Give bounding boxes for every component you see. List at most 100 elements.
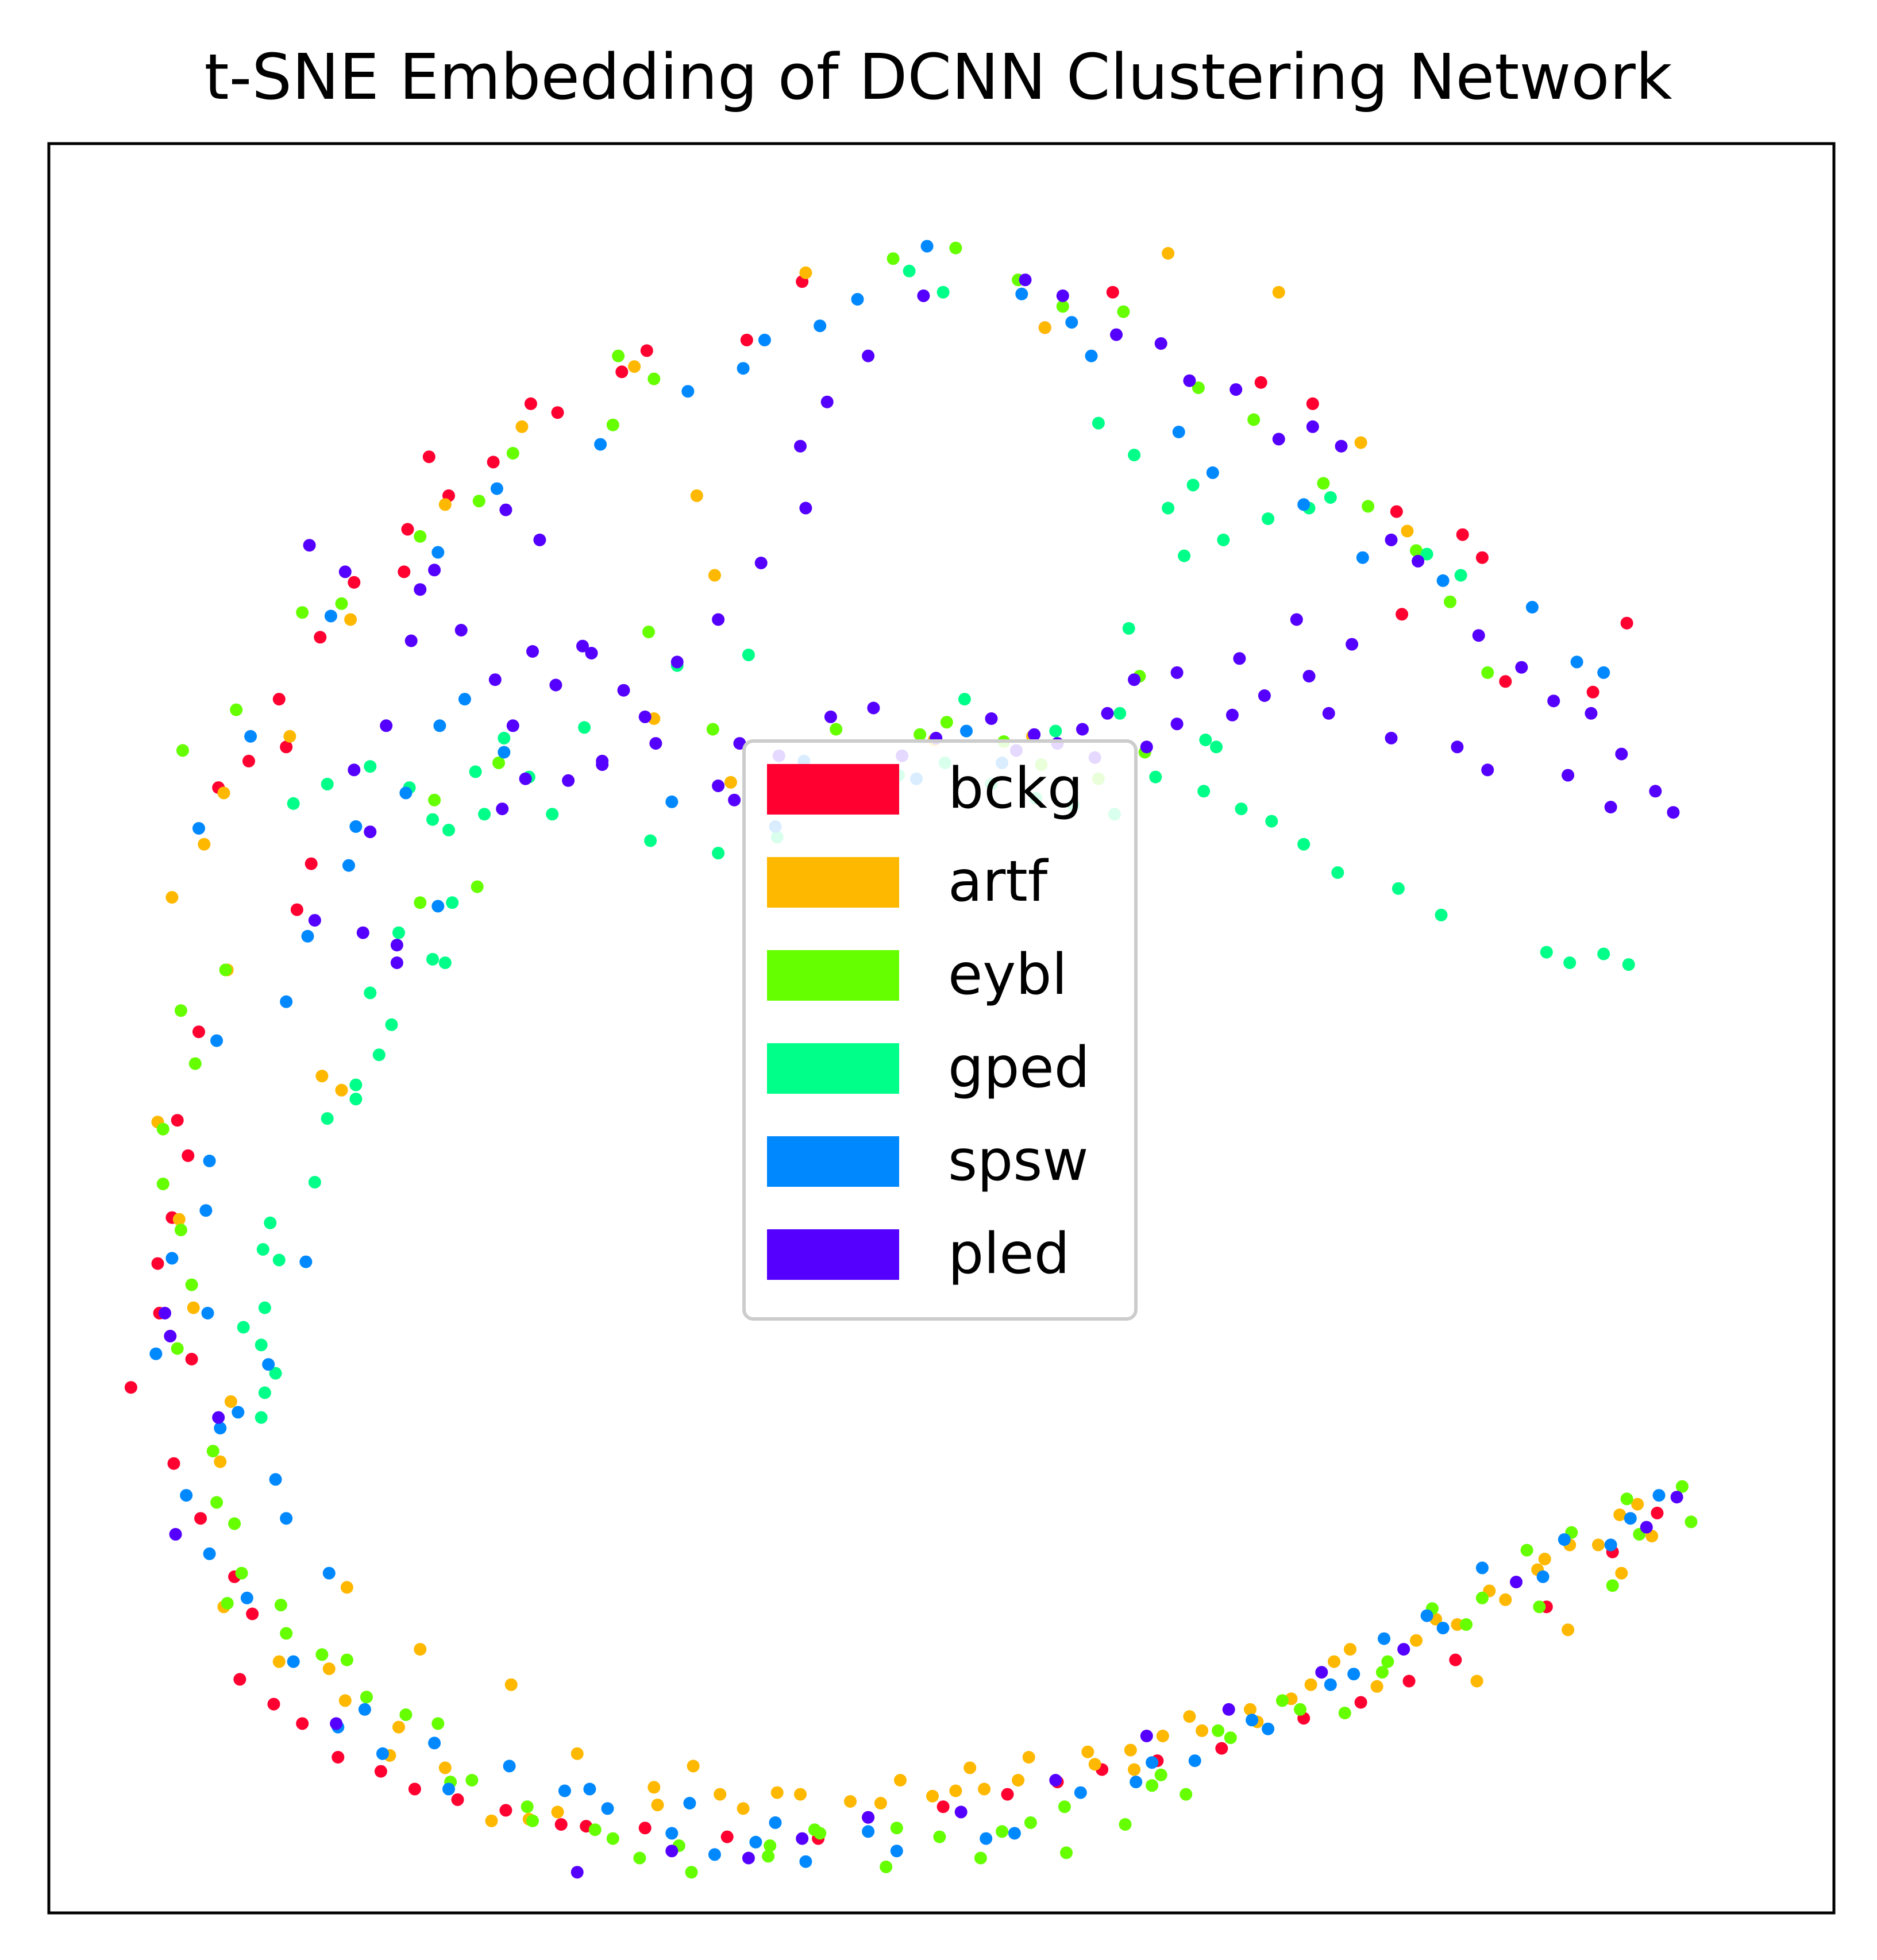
point-eybl-41 <box>174 1224 187 1237</box>
point-pled-8 <box>562 774 575 787</box>
point-pled-11 <box>617 684 630 697</box>
point-spsw-73 <box>1074 1786 1087 1799</box>
point-bckg-10 <box>740 333 753 346</box>
point-bckg-2 <box>272 693 286 706</box>
point-pled-19 <box>794 439 807 453</box>
point-artf-63 <box>485 1814 498 1827</box>
point-artf-19 <box>198 838 211 851</box>
point-spsw-3 <box>431 546 445 559</box>
point-gped-34 <box>1197 785 1211 798</box>
point-gped-45 <box>1122 622 1135 635</box>
point-artf-10 <box>1354 436 1367 449</box>
point-spsw-14 <box>1085 349 1098 362</box>
point-pled-25 <box>1110 328 1123 341</box>
point-gped-73 <box>308 1176 321 1189</box>
point-pled-36 <box>1547 695 1560 708</box>
point-bckg-32 <box>296 1717 309 1730</box>
point-pled-89 <box>169 1527 182 1541</box>
point-artf-2 <box>344 613 357 626</box>
point-pled-95 <box>862 1811 875 1824</box>
point-artf-40 <box>1196 1724 1209 1737</box>
point-gped-47 <box>1217 533 1230 546</box>
point-gped-42 <box>1563 956 1577 969</box>
point-eybl-67 <box>1224 1731 1237 1745</box>
point-artf-58 <box>894 1774 907 1787</box>
point-eybl-22 <box>414 896 427 909</box>
point-gped-16 <box>321 778 334 790</box>
point-gped-13 <box>258 1386 271 1399</box>
legend-label-artf: artf <box>948 849 1049 915</box>
point-pled-94 <box>796 1832 809 1845</box>
point-pled-18 <box>799 501 812 515</box>
legend-label-pled: pled <box>948 1221 1070 1287</box>
point-eybl-49 <box>315 1648 329 1661</box>
point-artf-18 <box>690 489 703 502</box>
point-pled-12 <box>488 673 502 686</box>
point-artf-55 <box>1128 1763 1141 1776</box>
point-spsw-0 <box>192 822 205 835</box>
point-artf-15 <box>724 775 737 789</box>
point-bckg-16 <box>1390 505 1403 518</box>
point-eybl-13 <box>1056 300 1069 313</box>
point-spsw-74 <box>980 1832 993 1845</box>
point-eybl-79 <box>1606 1579 1619 1592</box>
point-bckg-4 <box>348 576 361 589</box>
point-eybl-45 <box>210 1496 223 1509</box>
point-spsw-22 <box>1597 666 1610 679</box>
point-pled-104 <box>1670 1491 1683 1504</box>
point-spsw-51 <box>665 1827 679 1840</box>
point-gped-0 <box>426 813 439 826</box>
point-spsw-82 <box>287 1655 300 1668</box>
point-gped-50 <box>1324 491 1337 504</box>
point-bckg-33 <box>332 1751 345 1764</box>
point-pled-73 <box>1346 638 1359 651</box>
point-pled-72 <box>404 634 418 647</box>
point-bckg-1 <box>242 754 255 767</box>
point-bckg-40 <box>638 1822 652 1835</box>
point-bckg-19 <box>1499 675 1512 688</box>
point-pled-15 <box>670 655 684 669</box>
point-eybl-26 <box>642 626 655 639</box>
point-eybl-17 <box>1317 477 1330 490</box>
point-eybl-98 <box>235 1567 248 1580</box>
point-spsw-16 <box>1206 466 1219 479</box>
point-artf-22 <box>315 1070 329 1083</box>
point-eybl-95 <box>399 1708 413 1721</box>
point-eybl-21 <box>1481 666 1494 679</box>
point-bckg-58 <box>151 1257 164 1270</box>
point-eybl-2 <box>296 606 309 619</box>
point-artf-39 <box>1124 1743 1137 1757</box>
point-eybl-86 <box>1058 1800 1071 1814</box>
point-bckg-25 <box>124 1381 137 1394</box>
point-pled-37 <box>1585 707 1598 720</box>
point-eybl-59 <box>880 1860 893 1873</box>
point-pled-66 <box>526 645 539 658</box>
point-pled-13 <box>728 793 741 807</box>
point-spsw-25 <box>960 724 973 738</box>
point-pled-30 <box>1306 420 1319 433</box>
point-spsw-28 <box>498 746 511 759</box>
point-bckg-29 <box>246 1607 259 1621</box>
point-pled-2 <box>390 939 403 952</box>
point-eybl-4 <box>414 530 427 543</box>
point-eybl-55 <box>633 1851 646 1865</box>
point-gped-65 <box>958 693 971 706</box>
point-spsw-6 <box>681 385 695 398</box>
point-eybl-46 <box>228 1517 241 1530</box>
point-gped-59 <box>438 956 452 969</box>
point-bckg-15 <box>1306 397 1319 410</box>
legend-swatch-eybl <box>767 950 899 1001</box>
point-eybl-72 <box>1475 1591 1489 1604</box>
point-pled-46 <box>1322 707 1335 720</box>
point-artf-69 <box>322 1662 336 1675</box>
point-spsw-31 <box>342 859 355 872</box>
point-eybl-3 <box>335 597 348 610</box>
point-eybl-85 <box>1146 1779 1159 1792</box>
point-spsw-52 <box>708 1848 721 1861</box>
point-gped-67 <box>1113 707 1127 720</box>
point-spsw-19 <box>1436 574 1450 587</box>
point-pled-21 <box>862 349 875 362</box>
point-pled-92 <box>665 1845 679 1858</box>
point-pled-93 <box>742 1851 755 1865</box>
point-pled-41 <box>1604 801 1617 813</box>
